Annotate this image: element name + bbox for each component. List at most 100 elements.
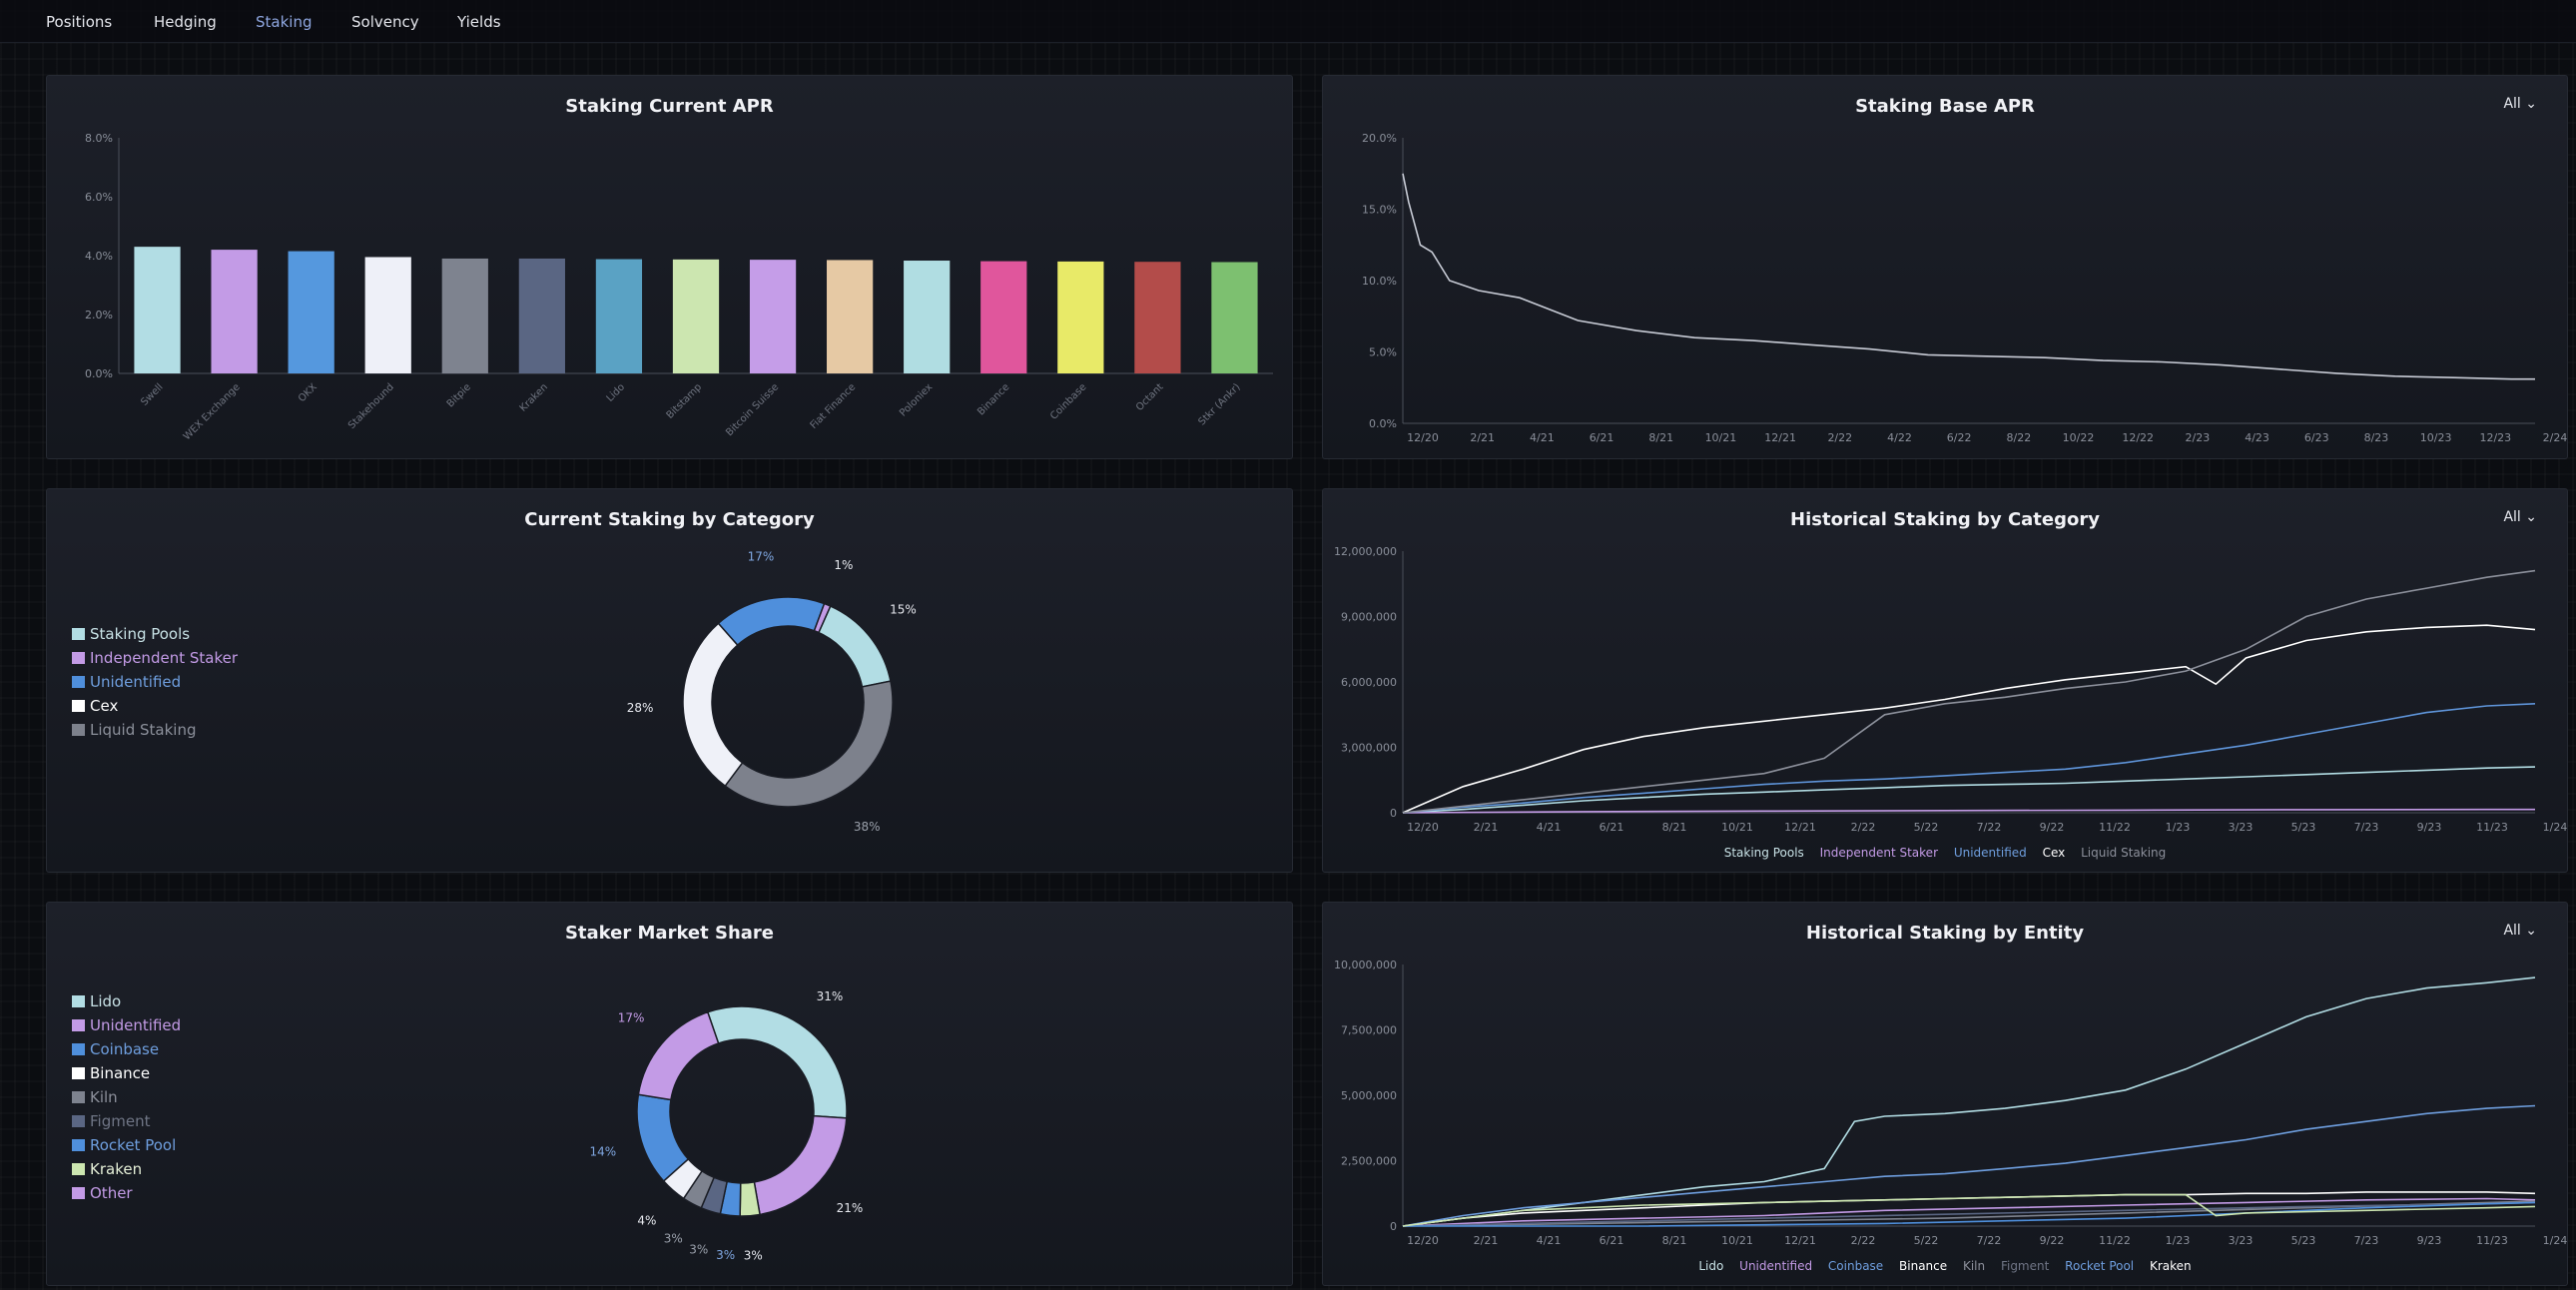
legend-item[interactable]: Lido xyxy=(72,989,181,1013)
x-tick-label: 8/21 xyxy=(1662,1234,1687,1247)
range-dropdown[interactable]: All ⌄ xyxy=(2503,96,2537,112)
legend-item[interactable]: Binance xyxy=(72,1061,181,1085)
x-tick-label: 6/22 xyxy=(1947,431,1972,444)
bar xyxy=(1211,262,1258,373)
legend-item[interactable]: Other xyxy=(72,1181,181,1205)
donut-slice xyxy=(706,1005,848,1119)
legend-item[interactable]: Kiln xyxy=(1962,1259,1986,1273)
x-tick-label: 11/22 xyxy=(2099,821,2131,834)
bar xyxy=(134,247,181,373)
slice-label: 1% xyxy=(834,558,853,572)
bar xyxy=(595,259,643,373)
legend-label: Liquid Staking xyxy=(90,721,197,739)
series-line xyxy=(1402,808,2535,814)
legend-item[interactable]: Unidentified xyxy=(1739,1259,1813,1273)
legend-item[interactable]: Independent Staker xyxy=(72,646,238,670)
tab-yields[interactable]: Yields xyxy=(457,13,501,31)
legend-swatch xyxy=(72,1067,85,1079)
legend-item[interactable]: Cex xyxy=(72,694,238,718)
series-line xyxy=(1402,173,2535,380)
y-tick-label: 12,000,000 xyxy=(1334,545,1397,558)
legend-item[interactable]: Figment xyxy=(2000,1259,2050,1273)
tab-solvency[interactable]: Solvency xyxy=(351,13,419,31)
x-tick-label: Bitstamp xyxy=(665,381,705,421)
donut-slice xyxy=(682,622,744,788)
bar xyxy=(518,258,565,373)
x-tick-label: 9/22 xyxy=(2040,821,2065,834)
x-tick-label: 11/22 xyxy=(2099,1234,2131,1247)
legend-item[interactable]: Figment xyxy=(72,1109,181,1133)
x-tick-label: Binance xyxy=(975,381,1011,417)
dropdown-label: All xyxy=(2503,96,2521,112)
legend-item[interactable]: Coinbase xyxy=(72,1037,181,1061)
slice-label: 3% xyxy=(744,1249,763,1263)
slice-label: 14% xyxy=(589,1145,616,1159)
staking-base-apr-panel: Staking Base APR All ⌄ 0.0% 5.0% 10.0% 15.0… xyxy=(1322,75,2568,459)
bar xyxy=(1134,262,1181,373)
legend-item[interactable]: Staking Pools xyxy=(72,622,238,646)
legend-label: Kiln xyxy=(90,1088,118,1106)
x-tick-label: Coinbase xyxy=(1048,381,1088,421)
x-tick-label: 1/23 xyxy=(2166,821,2191,834)
legend-item[interactable]: Kiln xyxy=(72,1085,181,1109)
bar xyxy=(904,261,951,373)
legend-label: Independent Staker xyxy=(90,649,238,667)
y-tick-label: 0 xyxy=(1390,807,1397,820)
slice-label: 17% xyxy=(748,549,775,563)
tab-positions[interactable]: Positions xyxy=(46,13,113,31)
x-tick-label: Lido xyxy=(605,381,628,404)
legend-swatch xyxy=(72,724,85,736)
legend-item[interactable]: Liquid Staking xyxy=(2081,846,2167,860)
legend-item[interactable]: Rocket Pool xyxy=(2065,1259,2135,1273)
series-line xyxy=(1402,1193,2536,1227)
legend-label: Binance xyxy=(90,1064,151,1082)
tab-staking[interactable]: Staking xyxy=(256,13,313,31)
dropdown-label: All xyxy=(2503,509,2521,525)
legend-label: Staking Pools xyxy=(90,625,191,643)
legend-item[interactable]: Kraken xyxy=(2149,1259,2192,1273)
tab-hedging[interactable]: Hedging xyxy=(154,13,217,31)
chart-title: Staker Market Share xyxy=(564,923,775,944)
x-tick-label: 4/21 xyxy=(1530,431,1555,444)
legend-item[interactable]: Unidentified xyxy=(1953,846,2027,860)
slice-label: 28% xyxy=(627,701,654,715)
legend-item[interactable]: Independent Staker xyxy=(1819,846,1938,860)
slice-label: 15% xyxy=(890,602,917,616)
legend-label: Other xyxy=(90,1184,133,1202)
range-dropdown[interactable]: All ⌄ xyxy=(2503,923,2537,939)
y-tick-label: 4.0% xyxy=(85,250,113,263)
donut-slice xyxy=(753,1114,848,1216)
legend-item[interactable]: Staking Pools xyxy=(1723,846,1804,860)
range-dropdown[interactable]: All ⌄ xyxy=(2503,509,2537,525)
legend-item[interactable]: Unidentified xyxy=(72,1013,181,1037)
x-tick-label: 2/21 xyxy=(1474,821,1499,834)
historical-category-chart: 0 3,000,000 6,000,000 9,000,000 12,000,000 12… xyxy=(1334,545,2568,834)
slice-label: 3% xyxy=(664,1232,683,1246)
y-tick-label: 15.0% xyxy=(1362,204,1397,217)
legend-item[interactable]: Liquid Staking xyxy=(72,718,238,742)
staking-current-apr-chart: 0.0% 2.0% 4.0% 6.0% 8.0% Swell WEX Exchange OKX… xyxy=(85,132,1273,442)
x-tick-label: 5/22 xyxy=(1914,1234,1939,1247)
entity-series-legend: Lido Unidentified Coinbase Binance Kiln … xyxy=(1323,1259,2567,1273)
legend-item[interactable]: Lido xyxy=(1698,1259,1724,1273)
x-tick-label: 12/21 xyxy=(1764,431,1796,444)
series-line xyxy=(1402,1201,2536,1227)
legend-label: Unidentified xyxy=(90,1016,182,1034)
x-tick-label: 1/24 xyxy=(2543,821,2568,834)
legend-item[interactable]: Coinbase xyxy=(1827,1259,1884,1273)
y-tick-label: 5.0% xyxy=(1369,346,1397,359)
x-tick-label: 1/23 xyxy=(2166,1234,2191,1247)
category-legend: Staking Pools Independent Staker Unident… xyxy=(72,622,238,742)
x-tick-label: 7/22 xyxy=(1977,1234,2002,1247)
legend-swatch xyxy=(72,1019,85,1031)
legend-item[interactable]: Rocket Pool xyxy=(72,1133,181,1157)
slice-label: 31% xyxy=(817,989,844,1003)
legend-item[interactable]: Cex xyxy=(2042,846,2066,860)
legend-item[interactable]: Binance xyxy=(1899,1259,1948,1273)
legend-item[interactable]: Kraken xyxy=(72,1157,181,1181)
slice-label: 21% xyxy=(837,1201,864,1215)
legend-label: Cex xyxy=(90,697,119,715)
x-tick-label: 8/21 xyxy=(1662,821,1687,834)
legend-item[interactable]: Unidentified xyxy=(72,670,238,694)
x-tick-label: 12/22 xyxy=(2122,431,2154,444)
